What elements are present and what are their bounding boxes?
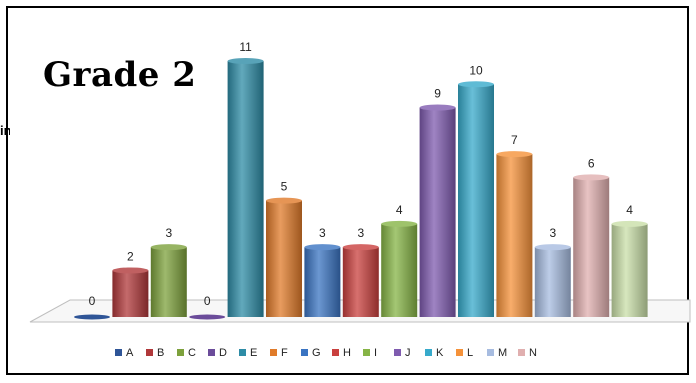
legend-label-J: J xyxy=(405,347,411,359)
value-label-M: 3 xyxy=(549,226,556,240)
bar-D-zero xyxy=(189,314,226,320)
bar-top-E xyxy=(227,58,264,64)
bar-L xyxy=(496,154,533,317)
legend-label-G: G xyxy=(312,347,321,359)
value-label-B: 2 xyxy=(127,249,134,263)
value-label-G: 3 xyxy=(319,226,326,240)
bar-G xyxy=(304,247,341,317)
bar-top-B xyxy=(112,267,149,274)
legend-swatch-E xyxy=(239,349,246,356)
bar-A-zero xyxy=(74,314,110,320)
legend-label-L: L xyxy=(467,347,473,359)
bar-top-F xyxy=(266,197,302,204)
value-label-I: 4 xyxy=(396,203,403,217)
value-label-C: 3 xyxy=(165,226,172,240)
bar-top-C xyxy=(150,244,187,251)
bar-M xyxy=(534,247,571,317)
bar-top-I xyxy=(381,220,418,227)
value-label-L: 7 xyxy=(511,133,518,147)
value-label-N: 6 xyxy=(588,156,595,170)
legend-swatch-G xyxy=(301,349,308,356)
legend-label-E: E xyxy=(250,347,257,359)
legend-label-H: H xyxy=(343,347,351,359)
legend-swatch-F xyxy=(270,349,277,356)
bar-top-K xyxy=(458,81,494,88)
legend-label-I: I xyxy=(374,347,377,359)
legend-label-N: N xyxy=(529,347,537,359)
legend: A B C D E F G H I J K L M N xyxy=(115,347,537,359)
bar-H xyxy=(342,247,379,317)
legend-swatch-A xyxy=(115,349,122,356)
bar-E xyxy=(227,61,264,317)
bar-top-J xyxy=(419,104,456,111)
bar-F xyxy=(266,200,302,317)
value-label-H: 3 xyxy=(357,226,364,240)
legend-label-F: F xyxy=(281,347,288,359)
value-label-D: 0 xyxy=(204,294,211,308)
chart-title: Grade 2 xyxy=(43,55,197,95)
legend-swatch-C xyxy=(177,349,184,356)
bar-I xyxy=(381,223,418,317)
bars-layer xyxy=(74,58,648,320)
legend-swatch-K xyxy=(425,349,432,356)
value-label-E: 11 xyxy=(239,40,252,54)
value-label-K: 10 xyxy=(469,63,483,77)
bar-top-extra xyxy=(611,220,648,227)
legend-swatch-D xyxy=(208,349,215,356)
bar-C xyxy=(150,247,187,317)
legend-label-K: K xyxy=(436,347,444,359)
bar-top-N xyxy=(573,174,610,181)
legend-swatch-I xyxy=(363,349,370,356)
value-labels-layer: 0 2 3 0 11 5 3 3 4 9 10 7 3 6 4 xyxy=(89,40,634,308)
value-label-extra: 4 xyxy=(626,203,633,217)
bar-top-M xyxy=(534,244,571,251)
legend-swatch-M xyxy=(487,349,494,356)
bar-extra xyxy=(611,223,648,317)
legend-label-B: B xyxy=(157,347,164,359)
legend-label-C: C xyxy=(188,347,196,359)
value-label-F: 5 xyxy=(281,180,288,194)
bar-top-L xyxy=(496,151,533,158)
legend-swatch-L xyxy=(456,349,463,356)
clipped-side-text: in xyxy=(0,123,10,138)
legend-swatch-N xyxy=(518,349,525,356)
bar-K xyxy=(458,84,494,317)
legend-swatch-H xyxy=(332,349,339,356)
legend-swatch-J xyxy=(394,349,401,356)
legend-label-A: A xyxy=(126,347,134,359)
legend-label-D: D xyxy=(219,347,227,359)
bar-top-H xyxy=(342,244,379,251)
bar-J xyxy=(419,107,456,317)
legend-label-M: M xyxy=(498,347,507,359)
value-label-A: 0 xyxy=(89,294,96,308)
legend-swatch-B xyxy=(146,349,153,356)
bar-B xyxy=(112,270,149,317)
bar-top-G xyxy=(304,244,341,251)
value-label-J: 9 xyxy=(434,87,441,101)
bar-N xyxy=(573,177,610,317)
